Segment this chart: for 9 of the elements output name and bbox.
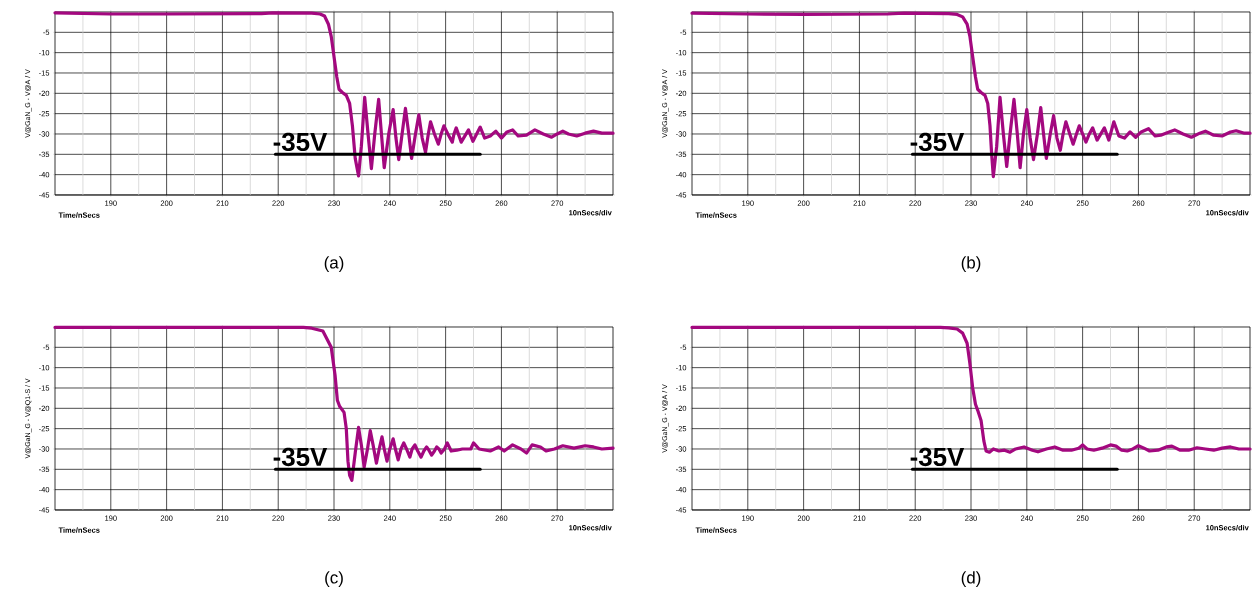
line-series (690, 11, 1252, 179)
text: (d) (961, 571, 981, 587)
annotation: -35V (910, 447, 965, 467)
text: (c) (325, 571, 343, 587)
text: (b) (961, 256, 981, 272)
annotation: -35V (273, 447, 328, 467)
annotation: -35V (910, 132, 965, 152)
annotation: -35V (273, 132, 328, 152)
text: (a) (324, 256, 344, 272)
